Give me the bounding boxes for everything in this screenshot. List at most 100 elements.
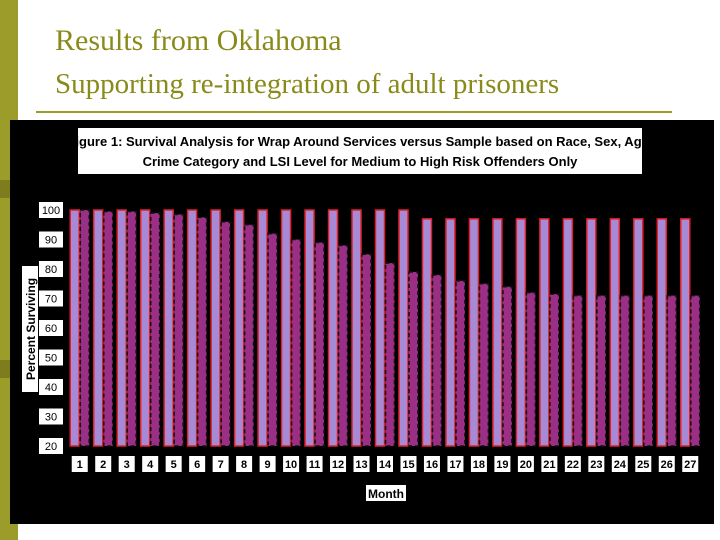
x-tick-box xyxy=(142,456,159,472)
bar-series-2 xyxy=(619,294,631,447)
bar-series-1 xyxy=(609,218,621,447)
bar-series-1 xyxy=(280,209,292,447)
bar-series-2 xyxy=(642,294,654,447)
x-tick-label: 18 xyxy=(473,459,485,471)
x-tick-box xyxy=(353,456,370,472)
y-tick-label: 30 xyxy=(45,412,57,424)
x-tick-box xyxy=(212,456,229,472)
bar-series-1 xyxy=(139,209,151,447)
y-tick-box xyxy=(39,320,63,336)
x-tick-label: 13 xyxy=(355,459,367,471)
bars-group xyxy=(69,209,701,447)
bar-series-2 xyxy=(502,285,513,447)
bar-series-2 xyxy=(525,291,537,447)
x-tick-label: 26 xyxy=(661,459,673,471)
slide-title: Results from Oklahoma xyxy=(55,24,342,57)
bar-series-1 xyxy=(656,218,668,447)
x-tick-box xyxy=(541,456,558,472)
bar-series-1 xyxy=(515,218,527,447)
y-tick-box xyxy=(39,231,63,248)
bar-series-2 xyxy=(149,212,161,447)
x-axis-ticks: 1 2 3 4 5 6 7 8 9 10 11 12 13 14 15 16 17 18 19 20 21 22 23 24 2… xyxy=(71,456,699,472)
x-tick-box xyxy=(259,456,276,472)
bar-series-1 xyxy=(304,209,315,447)
chart-title-line: Crime Category and LSI Level for Medium … xyxy=(143,154,579,169)
bar-series-1 xyxy=(633,218,644,447)
bar-series-2 xyxy=(689,294,701,447)
bar-series-1 xyxy=(327,209,339,447)
y-tick-box xyxy=(39,438,63,454)
bar-series-2 xyxy=(455,280,466,447)
y-tick-box xyxy=(39,202,63,218)
x-tick-label: 7 xyxy=(218,459,224,471)
x-tick-box xyxy=(611,456,628,472)
x-tick-label: 16 xyxy=(426,459,438,471)
bar-series-1 xyxy=(539,218,550,447)
x-tick-box xyxy=(494,456,511,472)
x-tick-box xyxy=(564,456,581,472)
bar-series-2 xyxy=(337,244,349,447)
x-tick-label: 19 xyxy=(496,459,508,471)
x-tick-label: 3 xyxy=(124,459,130,471)
x-tick-label: 15 xyxy=(402,459,414,471)
y-tick-label: 70 xyxy=(45,294,57,306)
bar-series-2 xyxy=(173,213,184,447)
bar-series-1 xyxy=(233,209,245,447)
bar-series-2 xyxy=(408,271,419,447)
x-tick-label: 10 xyxy=(285,459,297,471)
y-tick-label: 50 xyxy=(45,353,57,365)
y-axis-label: Percent Surviving xyxy=(24,278,38,380)
bar-series-2 xyxy=(478,282,490,447)
x-tick-box xyxy=(517,456,534,472)
x-tick-label: 20 xyxy=(520,459,532,471)
x-tick-box xyxy=(377,456,393,472)
x-tick-box xyxy=(447,456,464,472)
x-tick-box xyxy=(165,456,182,472)
x-tick-label: 6 xyxy=(194,459,200,471)
x-tick-box xyxy=(189,456,206,472)
x-tick-box xyxy=(682,456,699,472)
y-tick-box xyxy=(39,349,63,366)
bar-series-2 xyxy=(361,253,372,447)
chart-title-box xyxy=(78,128,642,174)
bar-series-2 xyxy=(79,209,91,447)
bar-series-1 xyxy=(492,218,503,447)
x-axis-label-box xyxy=(366,485,406,501)
y-tick-box xyxy=(39,290,63,307)
bar-series-1 xyxy=(92,209,104,447)
survival-bar-chart: Figure 1: Survival Analysis for Wrap Aro… xyxy=(22,128,701,501)
chart-title-line: Figure 1: Survival Analysis for Wrap Aro… xyxy=(68,134,653,149)
bar-series-1 xyxy=(210,209,221,447)
x-tick-box xyxy=(470,456,487,472)
bar-series-2 xyxy=(314,241,325,447)
slide-subtitle: Supporting re-integration of adult priso… xyxy=(55,68,560,100)
x-tick-label: 12 xyxy=(332,459,344,471)
y-tick-label: 60 xyxy=(45,323,57,335)
bar-series-1 xyxy=(586,218,597,447)
y-tick-box xyxy=(39,261,63,277)
x-tick-box xyxy=(306,456,323,472)
y-axis-ticks: 100 90 80 70 60 50 40 30 20 xyxy=(39,202,63,454)
x-tick-box xyxy=(588,456,605,472)
x-tick-box xyxy=(95,456,112,472)
x-tick-label: 9 xyxy=(265,459,271,471)
bar-series-2 xyxy=(431,274,443,447)
bar-series-2 xyxy=(196,216,208,447)
x-tick-label: 21 xyxy=(543,459,555,471)
x-tick-box xyxy=(423,456,440,472)
x-tick-label: 23 xyxy=(590,459,602,471)
x-tick-box xyxy=(400,456,417,472)
bar-series-1 xyxy=(257,209,268,447)
x-tick-label: 24 xyxy=(614,459,627,471)
y-axis-label-box xyxy=(22,266,38,392)
bar-series-1 xyxy=(398,209,409,447)
x-tick-label: 4 xyxy=(147,459,154,471)
x-tick-label: 27 xyxy=(684,459,696,471)
x-tick-label: 17 xyxy=(449,459,461,471)
title-divider xyxy=(36,111,672,113)
y-tick-label: 90 xyxy=(45,235,57,247)
chart-panel: Figure 1: Survival Analysis for Wrap Aro… xyxy=(10,120,714,524)
bar-series-2 xyxy=(572,294,584,447)
bar-series-1 xyxy=(445,218,456,447)
bar-series-1 xyxy=(562,218,574,447)
